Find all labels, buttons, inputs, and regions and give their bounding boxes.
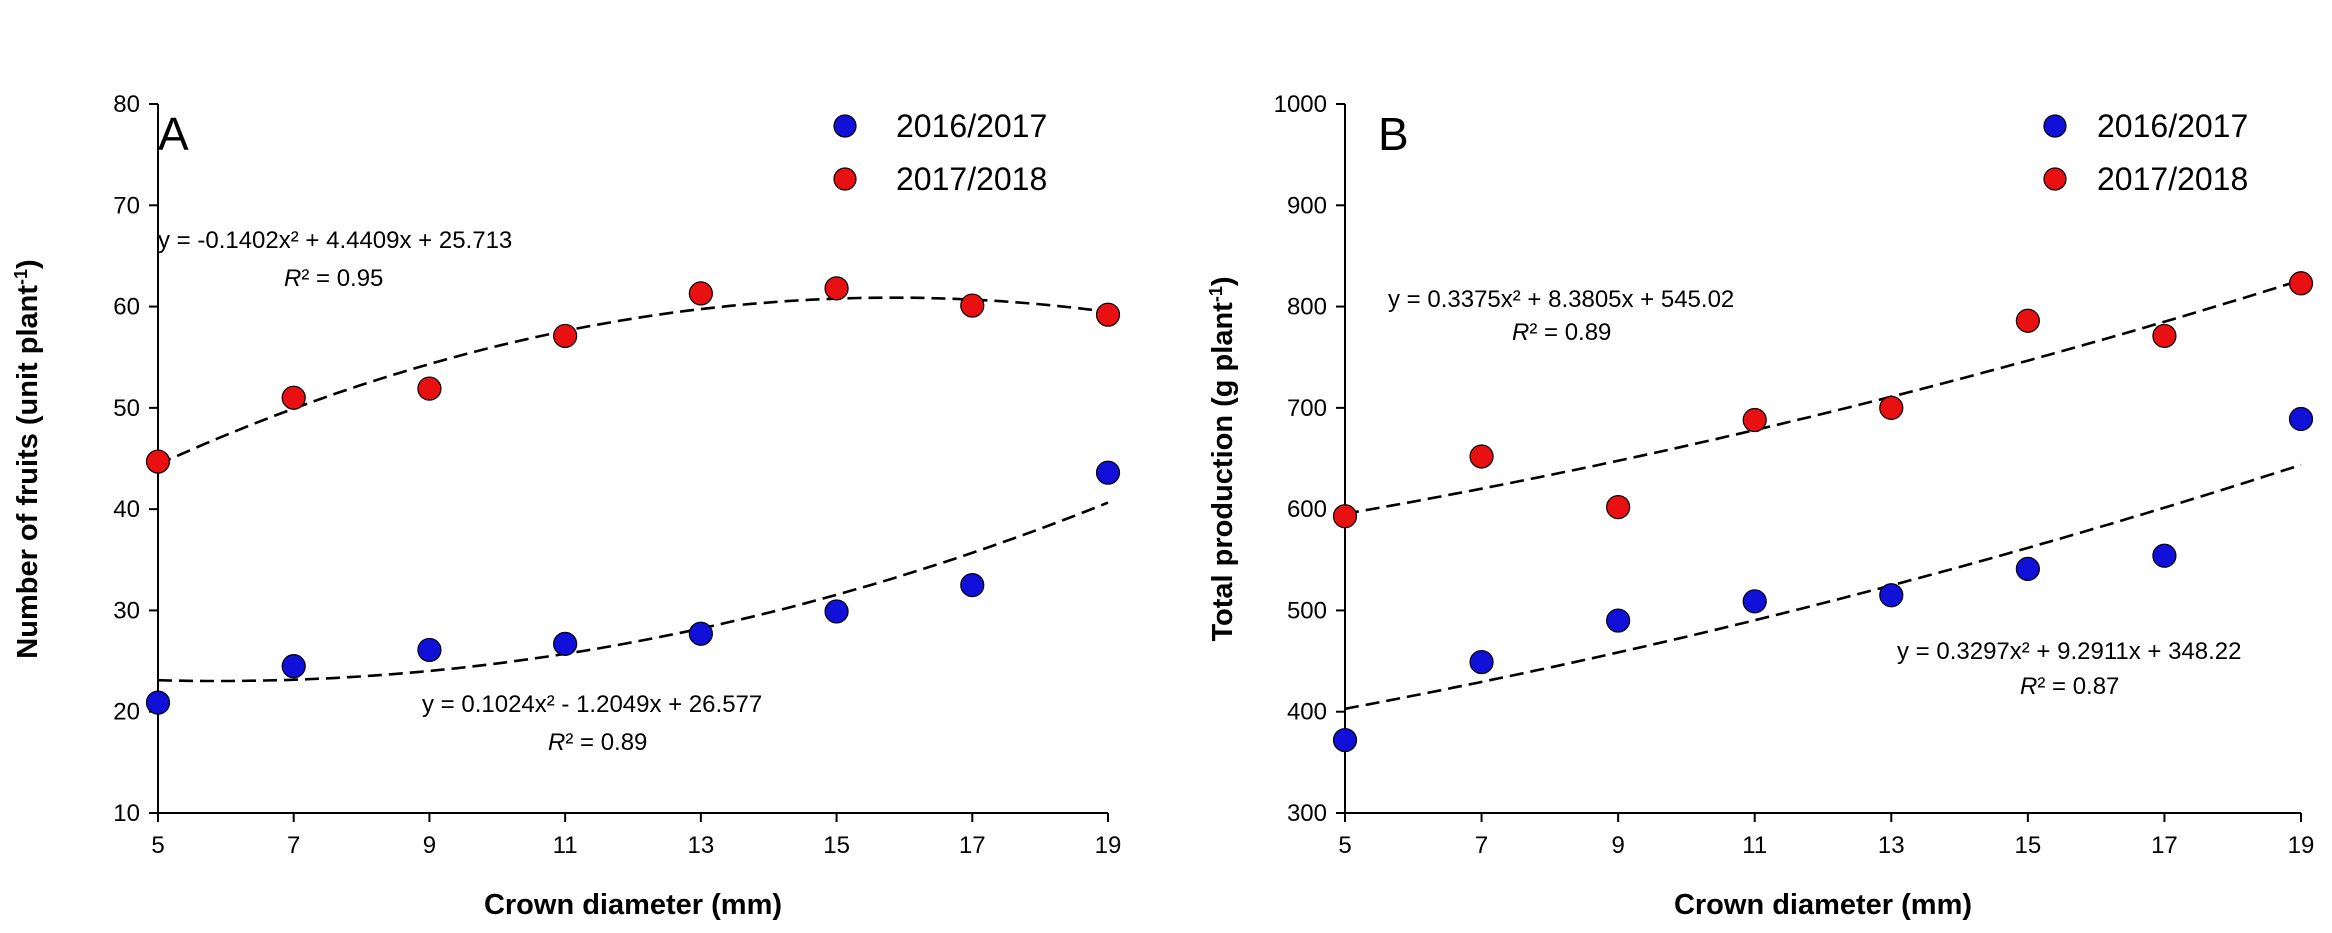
- panel-a-x-tick-label: 13: [688, 832, 715, 859]
- panel-a-legend-label-2017: 2017/2018: [896, 161, 1047, 197]
- panel-a-y-tick-label: 40: [113, 496, 140, 523]
- panel-b-legend-label-2016: 2016/2017: [2097, 108, 2248, 144]
- panel-a-fit-line-2016: [157, 501, 1109, 683]
- panel-b-y-tick-label: 400: [1287, 699, 1327, 726]
- panel-b-x-tick-label: 19: [2288, 832, 2315, 859]
- panel-a-x-tick-label: 7: [287, 832, 300, 859]
- panel-a-x-tick-label: 5: [151, 832, 164, 859]
- panel-b-point-2017: [1332, 504, 1358, 529]
- panel-b-label: B: [1378, 108, 1409, 160]
- panel-a-y-tick-label: 60: [113, 294, 140, 321]
- panel-a-y-tick-label: 50: [113, 395, 140, 422]
- panel-b-fit-line-2017: [1344, 278, 2302, 516]
- panel-b-x-tick-label: 9: [1611, 832, 1624, 859]
- panel-b-point-2016: [2288, 406, 2314, 432]
- panel-b-x-tick-label: 15: [2015, 832, 2042, 859]
- panel-b-legend-marker-2016: [2043, 114, 2067, 138]
- panel-b-point-2016: [1332, 727, 1358, 753]
- panel-a-label: A: [158, 108, 189, 160]
- panel-b-legend-label-2017: 2017/2018: [2097, 161, 2248, 197]
- panel-a-x-tick-label: 19: [1095, 832, 1122, 859]
- panel-a-point-2017: [1095, 302, 1121, 327]
- panel-b-point-2016: [2015, 556, 2040, 582]
- panel-a-point-2017: [417, 376, 442, 401]
- panel-b-point-2017: [1469, 444, 1494, 469]
- panel-a-point-2016: [553, 631, 578, 656]
- panel-b-y-tick-label: 700: [1287, 395, 1327, 422]
- panel-a-point-2017: [960, 293, 985, 318]
- panel-b-y-tick-label: 300: [1287, 800, 1327, 827]
- panel-b-y-tick-label: 500: [1287, 597, 1327, 624]
- panel-b-r2-2016: R² = 0.87: [2020, 673, 2119, 700]
- panel-a: 10 20 30 40 50 60 70 80 5 7 9 11 13 15 17 19 A 2016/20…: [11, 91, 1121, 921]
- panel-b-r2-2017: R² = 0.89: [1512, 319, 1611, 346]
- panel-b-point-2017: [1742, 407, 1767, 433]
- panel-a-r2-2016: R² = 0.89: [548, 729, 647, 756]
- panel-a-point-2016: [145, 690, 171, 715]
- panel-b-x-tick-label: 17: [2151, 832, 2178, 859]
- panel-b-point-2017: [1879, 395, 1904, 420]
- panel-a-point-2017: [145, 449, 171, 474]
- panel-a-x-tick-label: 11: [553, 832, 578, 859]
- panel-b-x-tick-label: 11: [1742, 832, 1767, 859]
- panel-a-r2-2017: R² = 0.95: [284, 265, 383, 292]
- panel-b-point-2016: [1879, 583, 1904, 608]
- panel-a-equation-2016: y = 0.1024x² - 1.2049x + 26.577: [422, 691, 762, 718]
- panel-b-y-tick-label: 1000: [1274, 91, 1327, 118]
- panel-a-fit-line-2017: [157, 296, 1109, 466]
- panel-a-point-2016: [688, 621, 713, 646]
- panel-b-y-tick-label: 600: [1287, 496, 1327, 523]
- panel-a-y-tick-label: 80: [113, 91, 140, 118]
- panel-b-x-tick-label: 5: [1338, 832, 1351, 859]
- panel-a-point-2017: [688, 281, 713, 306]
- panel-b-point-2016: [1469, 649, 1494, 675]
- panel-a-y-tick-label: 20: [113, 699, 140, 726]
- panel-a-x-tick-label: 9: [423, 832, 436, 859]
- panel-b-x-tick-label: 13: [1878, 832, 1905, 859]
- panel-b-fit-line-2016: [1344, 463, 2302, 711]
- panel-b-point-2016: [2152, 543, 2177, 568]
- panel-b-point-2017: [2015, 308, 2040, 333]
- panel-a-y-tick-label: 70: [113, 192, 140, 219]
- panel-a-legend-marker-2017: [833, 167, 857, 191]
- panel-a-x-tick-label: 15: [823, 832, 850, 859]
- panel-a-x-tick-label: 17: [959, 832, 986, 859]
- panel-b-equation-2017: y = 0.3375x² + 8.3805x + 545.02: [1388, 286, 1734, 313]
- panel-a-point-2017: [824, 276, 849, 301]
- panel-a-y-tick-label: 30: [113, 597, 140, 624]
- panel-a-point-2017: [553, 323, 578, 349]
- panel-b-y-tick-label: 900: [1287, 192, 1327, 219]
- panel-b-equation-2016: y = 0.3297x² + 9.2911x + 348.22: [1897, 638, 2241, 665]
- panel-b-point-2016: [1742, 589, 1767, 614]
- panel-a-legend-label-2016: 2016/2017: [896, 108, 1047, 144]
- panel-b-y-tick-label: 800: [1287, 294, 1327, 321]
- panel-b-point-2017: [1606, 495, 1631, 520]
- panel-b-point-2017: [2288, 271, 2314, 296]
- panel-a-y-tick-label: 10: [113, 800, 140, 827]
- panel-a-point-2017: [281, 385, 306, 410]
- panel-b-point-2017: [2152, 323, 2177, 349]
- panel-a-point-2016: [417, 637, 442, 663]
- panel-b-point-2016: [1606, 608, 1631, 633]
- panel-a-point-2016: [824, 599, 849, 624]
- panel-b-x-axis-title: Crown diameter (mm): [1674, 889, 1972, 921]
- panel-b-legend-marker-2017: [2043, 167, 2067, 191]
- panel-a-equation-2017: y = -0.1402x² + 4.4409x + 25.713: [158, 227, 512, 254]
- panel-a-legend-marker-2016: [833, 114, 857, 138]
- panel-a-x-axis-title: Crown diameter (mm): [484, 889, 782, 921]
- panel-a-point-2016: [281, 654, 306, 679]
- panel-a-point-2016: [960, 573, 985, 598]
- panel-b-y-axis-title: Total production (g plant-1): [1206, 276, 1239, 641]
- panel-b-x-tick-label: 7: [1475, 832, 1488, 859]
- panel-a-y-axis-title: Number of fruits (unit plant-1): [11, 259, 44, 658]
- panel-a-point-2016: [1095, 460, 1121, 485]
